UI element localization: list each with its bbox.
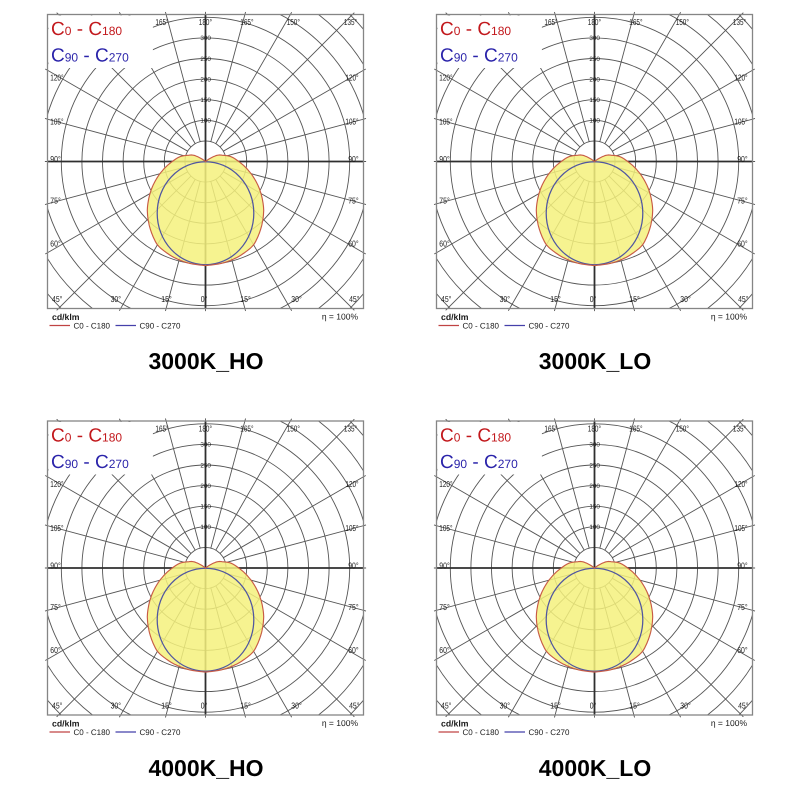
svg-text:4000K_LO: 4000K_LO bbox=[539, 755, 652, 781]
svg-text:4000K_HO: 4000K_HO bbox=[148, 755, 263, 781]
svg-text:3000K_LO: 3000K_LO bbox=[539, 348, 652, 374]
svg-text:3000K_HO: 3000K_HO bbox=[148, 348, 263, 374]
